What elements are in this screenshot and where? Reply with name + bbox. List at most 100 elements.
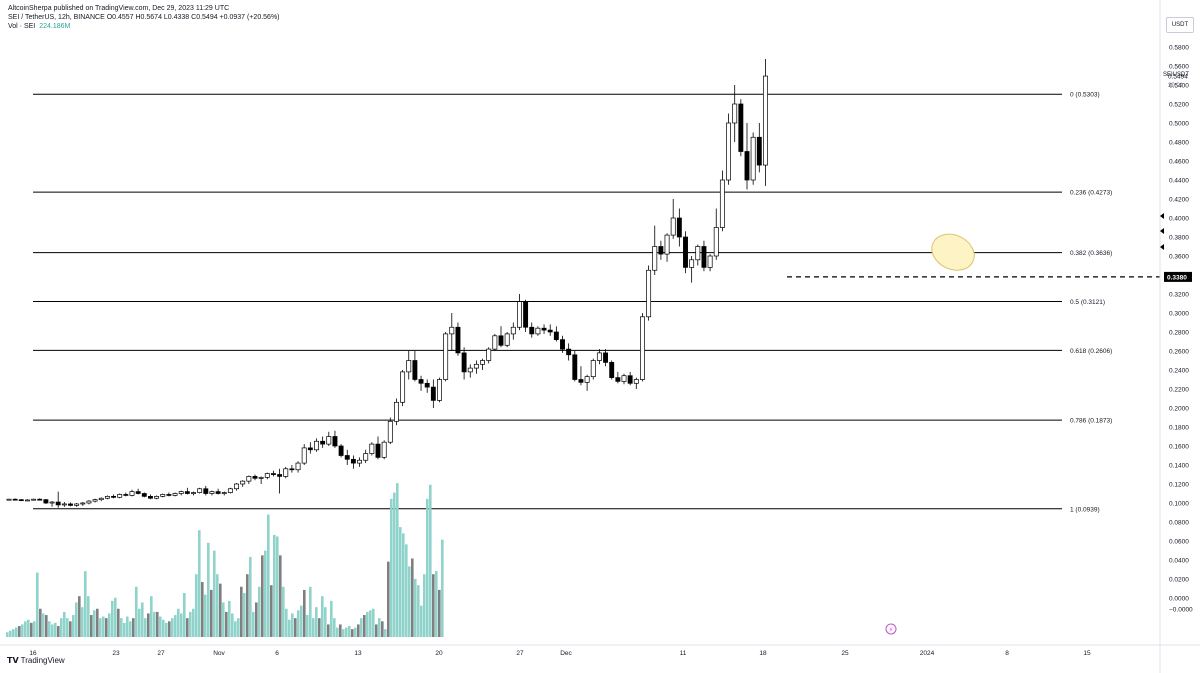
price-tick-label: 0.5000: [1169, 121, 1189, 128]
marked-price-label: 0.3380: [1167, 274, 1187, 281]
price-tick-label: 0.1800: [1169, 425, 1189, 432]
volume-bar: [315, 607, 318, 637]
price-tick-label: 0.4800: [1169, 140, 1189, 147]
volume-bar: [84, 571, 87, 637]
candle-body: [498, 335, 504, 346]
volume-bar: [420, 605, 423, 637]
candle-body: [658, 246, 664, 255]
candle-body: [750, 136, 756, 181]
volume-bar: [405, 544, 408, 637]
candle-body: [461, 352, 467, 373]
volume-bar: [426, 498, 429, 637]
candle-body: [615, 377, 621, 382]
candle-body: [80, 502, 86, 505]
candle-body: [61, 503, 67, 506]
candle-body: [596, 352, 602, 361]
volume-bar: [9, 630, 12, 637]
candle-body: [430, 386, 436, 401]
volume-value: 224.186M: [39, 23, 71, 30]
candle-body: [55, 501, 61, 506]
candle-body: [412, 360, 418, 380]
candle-body: [676, 217, 682, 238]
volume-bar: [375, 624, 378, 637]
volume-bar: [180, 613, 183, 637]
volume-bar: [186, 618, 189, 637]
candle-body: [639, 316, 645, 380]
candle-body: [363, 453, 369, 461]
currency-button[interactable]: USDT: [1166, 17, 1194, 33]
volume-bar: [105, 618, 108, 637]
volume-bar: [126, 616, 129, 637]
tv-icon: 𝗧𝗩: [7, 656, 19, 665]
time-tick-label: 13: [354, 650, 362, 657]
symbol-label: SEIUSDT: [1163, 72, 1190, 78]
candle-body: [627, 375, 633, 384]
volume-bar: [153, 611, 156, 637]
time-tick-label: 20: [435, 650, 443, 657]
candle-body: [148, 496, 153, 499]
candle-body: [264, 473, 270, 478]
time-tick-label: 16: [29, 650, 37, 657]
candle-body: [695, 246, 701, 261]
volume-bar: [261, 555, 264, 637]
scale-marker-icon: [1160, 244, 1164, 250]
candle-body: [744, 151, 750, 181]
price-tick-label: 0.3200: [1169, 292, 1189, 299]
volume-bar: [132, 618, 135, 637]
time-axis: 16 23 27 Nov 6 13 20 27 Dec 11 18 25 2024 8 15: [0, 644, 1200, 657]
candle-body: [400, 371, 406, 403]
volume-bar: [249, 556, 252, 637]
candle-body: [387, 420, 393, 443]
candle-body: [381, 441, 387, 458]
candle-body: [197, 488, 203, 493]
alert-badge-icon: [885, 623, 897, 635]
price-tick-label: 0.0200: [1169, 577, 1189, 584]
volume-bar: [225, 611, 228, 637]
candle-body: [646, 269, 652, 318]
candle-body: [670, 217, 676, 236]
price-tick-label: 0.2400: [1169, 368, 1189, 375]
volume-bar: [42, 613, 45, 637]
volume-bar: [309, 586, 312, 637]
candle-body: [289, 468, 295, 471]
volume-bar: [63, 611, 66, 637]
candle-body: [234, 483, 239, 490]
tradingview-logo[interactable]: 𝗧𝗩 TradingView: [7, 656, 65, 665]
candle-body: [160, 494, 166, 497]
volume-bar: [348, 626, 351, 637]
volume-bar: [318, 618, 321, 637]
candle-body: [221, 492, 227, 494]
volume-bar: [357, 624, 360, 637]
volume-bar: [201, 582, 204, 637]
candle-body: [510, 326, 516, 335]
volume-bar: [297, 610, 300, 637]
price-tick-label: 0.5400: [1169, 83, 1189, 90]
time-tick-label: 11: [680, 650, 687, 657]
candle-body: [141, 493, 147, 497]
volume-bar: [255, 602, 258, 637]
candle-body: [492, 335, 498, 350]
candle-body: [117, 494, 123, 498]
volume-bar: [267, 514, 270, 637]
volume-bar: [33, 621, 36, 637]
time-tick-label: 23: [112, 650, 120, 657]
volume-bar: [177, 608, 180, 637]
price-tick-label: 0.2200: [1169, 387, 1189, 394]
candle-body: [633, 379, 639, 384]
volume-bar: [87, 596, 90, 637]
candle-body: [572, 354, 578, 380]
candle-body: [394, 401, 399, 422]
volume-bar: [159, 616, 162, 637]
fib-level-label: 1 (0.0939): [1070, 506, 1100, 513]
volume-bar: [219, 583, 222, 637]
candle-body: [756, 136, 762, 166]
candle-body: [467, 367, 473, 373]
volume-bar: [273, 534, 276, 637]
candle-body: [154, 496, 160, 499]
volume-bar: [183, 593, 186, 637]
volume-bar: [15, 627, 18, 637]
volume-bar: [138, 608, 141, 637]
candle-body: [92, 499, 98, 502]
volume-bar: [291, 613, 294, 637]
volume-bar: [354, 627, 357, 637]
